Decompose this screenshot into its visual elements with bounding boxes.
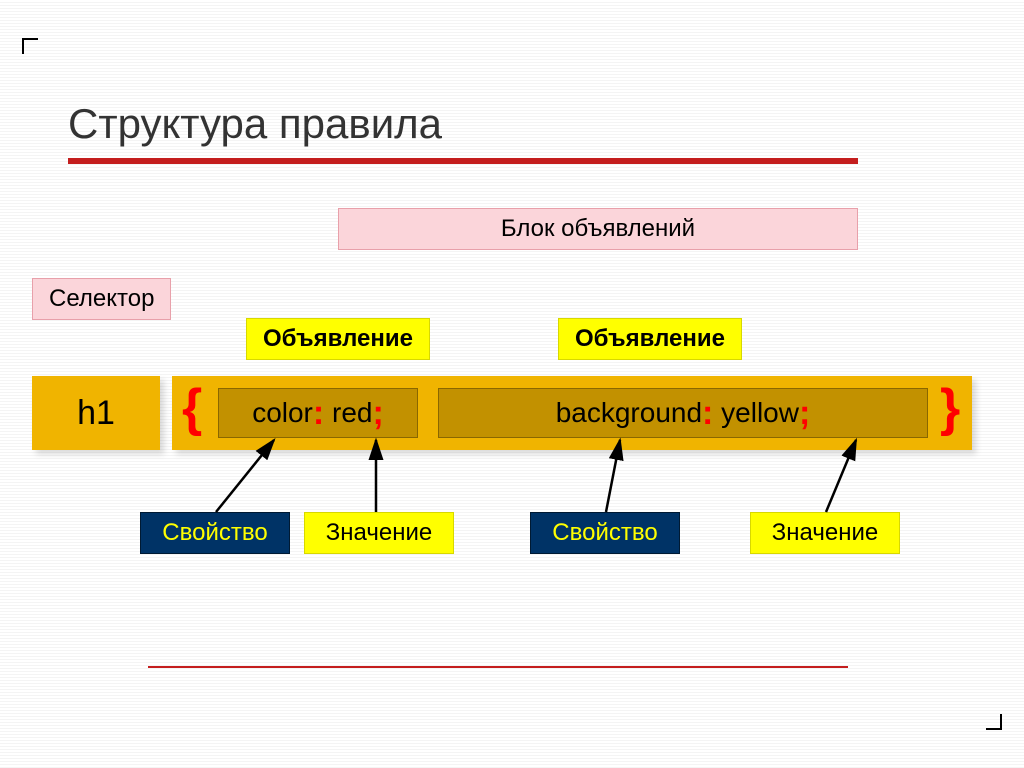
property2-label: Свойство — [530, 512, 680, 554]
declaration1-box: color: red; — [218, 388, 418, 438]
footer-rule — [148, 666, 848, 668]
declaration2-label: Объявление — [558, 318, 742, 360]
open-brace: { — [182, 378, 202, 438]
selector-label: Селектор — [32, 278, 171, 320]
declaration2-box: background: yellow; — [438, 388, 928, 438]
slide-title: Структура правила — [68, 100, 442, 148]
property1-text: color — [252, 397, 313, 429]
title-underline — [68, 158, 858, 164]
declaration-block-label: Блок объявлений — [338, 208, 858, 250]
close-brace: } — [940, 378, 960, 438]
value1-label: Значение — [304, 512, 454, 554]
declaration1-label: Объявление — [246, 318, 430, 360]
selector-box: h1 — [32, 376, 160, 450]
value1-text: red — [324, 397, 372, 429]
corner-decoration-bottom-right — [986, 714, 1002, 730]
value2-text: yellow — [713, 397, 799, 429]
value2-label: Значение — [750, 512, 900, 554]
property2-text: background — [556, 397, 702, 429]
property1-label: Свойство — [140, 512, 290, 554]
corner-decoration-top-left — [22, 38, 38, 54]
